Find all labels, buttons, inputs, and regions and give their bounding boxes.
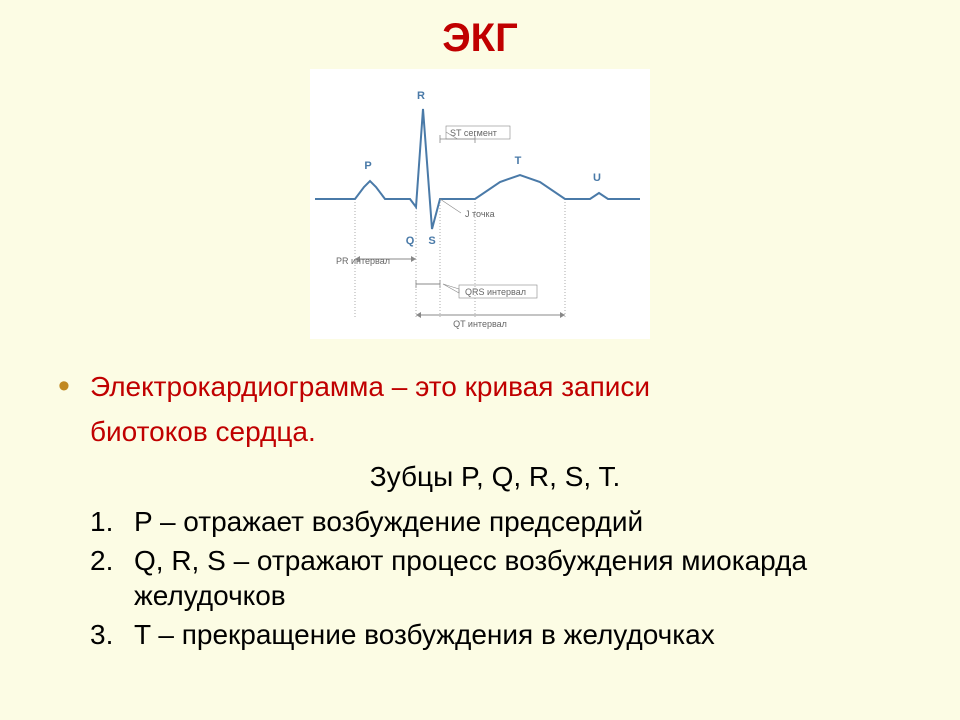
ecg-diagram: P R Q S T U ST сегмент J точка PR интервал QRS ин… — [310, 69, 650, 339]
item-number: 1. — [90, 504, 113, 539]
item-text: T – прекращение возбуждения в желудочках — [134, 619, 715, 650]
svg-text:QT интервал: QT интервал — [453, 319, 507, 329]
list-item: 3. T – прекращение возбуждения в желудоч… — [90, 617, 900, 652]
item-text: Q, R, S – отражают процесс возбуждения м… — [134, 545, 807, 611]
svg-text:T: T — [515, 155, 522, 167]
definition-line2: биотоков сердца. — [90, 414, 900, 449]
svg-text:P: P — [364, 160, 371, 172]
svg-text:Q: Q — [406, 235, 415, 247]
text-content: Электрокардиограмма – это кривая записи … — [90, 369, 900, 652]
svg-text:QRS интервал: QRS интервал — [465, 287, 526, 297]
svg-text:ST сегмент: ST сегмент — [450, 128, 497, 138]
item-number: 3. — [90, 617, 113, 652]
item-text: P – отражает возбуждение предсердий — [134, 506, 643, 537]
svg-text:J точка: J точка — [465, 209, 495, 219]
waves-label: Зубцы P, Q, R, S, T. — [90, 459, 900, 494]
list-item: 1. P – отражает возбуждение предсердий — [90, 504, 900, 539]
definition-line1: Электрокардиограмма – это кривая записи — [90, 369, 900, 404]
list-item: 2. Q, R, S – отражают процесс возбуждени… — [90, 543, 900, 613]
item-number: 2. — [90, 543, 113, 578]
svg-text:PR интервал: PR интервал — [336, 256, 390, 266]
svg-text:R: R — [417, 90, 425, 102]
svg-text:U: U — [593, 172, 601, 184]
page-title: ЭКГ — [0, 0, 960, 61]
svg-text:S: S — [428, 235, 435, 247]
